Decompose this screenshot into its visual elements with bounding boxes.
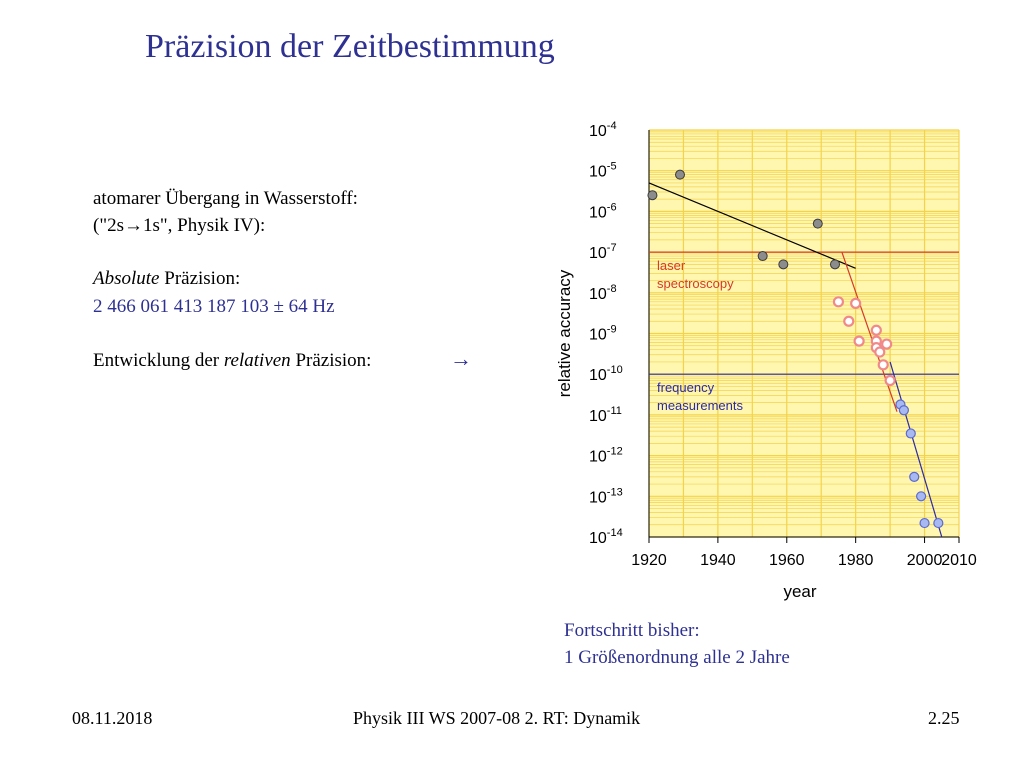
footer-date: 08.11.2018 xyxy=(72,708,153,728)
accuracy-chart: 1920 1940 1960 1980 2000201010-410-510-610-7… xyxy=(555,120,977,601)
x-tick-label: 1980 xyxy=(838,552,874,569)
data-point xyxy=(778,259,789,270)
data-point xyxy=(832,296,845,308)
y-tick-base: 10 xyxy=(589,408,607,425)
y-tick-label: 10-13 xyxy=(589,486,623,506)
y-tick-label: 10-12 xyxy=(589,446,623,466)
y-tick-base: 10 xyxy=(589,164,607,181)
data-point xyxy=(909,471,920,482)
x-tick-label: 1920 xyxy=(631,552,667,569)
data-point xyxy=(881,338,893,350)
text-absolute-precision: Absolute Präzision: xyxy=(93,268,240,290)
y-tick-exponent: -12 xyxy=(607,446,623,458)
data-point xyxy=(877,359,889,371)
y-tick-base: 10 xyxy=(589,204,607,221)
footer-page: 2.25 xyxy=(928,708,960,728)
data-point xyxy=(843,315,855,327)
progress-line-1: Fortschritt bisher: xyxy=(564,620,700,641)
laser-spectroscopy-label-1: laser xyxy=(657,258,686,273)
data-point xyxy=(933,517,944,529)
right-arrow-icon: → xyxy=(450,346,472,371)
laser-spectroscopy-label-2: spectroscopy xyxy=(657,276,734,291)
x-axis-label: year xyxy=(783,582,816,601)
y-tick-label: 10-5 xyxy=(589,161,617,181)
y-tick-label: 10-7 xyxy=(589,242,617,262)
data-point xyxy=(812,218,823,229)
y-tick-exponent: -9 xyxy=(607,324,617,336)
y-tick-base: 10 xyxy=(589,286,607,303)
y-tick-base: 10 xyxy=(589,367,607,384)
x-tick-label: 2010 xyxy=(941,552,977,569)
y-tick-base: 10 xyxy=(589,245,607,262)
y-tick-base: 10 xyxy=(589,123,607,140)
text-dev-italic: relativen xyxy=(223,350,291,371)
trend-line xyxy=(889,361,943,538)
y-tick-base: 10 xyxy=(589,327,607,344)
footer-course: Physik III WS 2007-08 2. RT: Dynamik xyxy=(353,708,641,728)
y-tick-exponent: -11 xyxy=(607,405,622,417)
y-tick-exponent: -14 xyxy=(607,527,623,539)
y-tick-label: 10-6 xyxy=(589,201,617,221)
data-point xyxy=(850,297,862,309)
progress-line-2: 1 Größenordnung alle 2 Jahre xyxy=(564,647,790,668)
precision-value: 2 466 061 413 187 103 ± 64 Hz xyxy=(93,296,335,317)
y-tick-base: 10 xyxy=(589,489,607,506)
data-point xyxy=(870,324,882,336)
y-tick-exponent: -6 xyxy=(607,201,617,213)
data-point xyxy=(853,335,865,347)
frequency-measurements-label-2: measurements xyxy=(657,398,743,413)
text-dev-pre: Entwicklung der xyxy=(93,350,224,371)
text-absolute-italic: Absolute xyxy=(93,268,160,289)
data-point xyxy=(874,346,886,358)
data-point xyxy=(675,169,685,180)
data-point xyxy=(647,190,658,201)
text-dev-post: Präzision: xyxy=(290,350,372,371)
y-tick-label: 10-10 xyxy=(589,364,623,384)
y-tick-base: 10 xyxy=(589,449,607,466)
text-line-transition: atomarer Übergang in Wasserstoff: xyxy=(93,188,358,209)
y-tick-exponent: -10 xyxy=(607,364,623,376)
data-point xyxy=(884,374,896,387)
text-relative-precision: Entwicklung der relativen Präzision: xyxy=(93,350,371,372)
slide-title: Präzision der Zeitbestimmung xyxy=(145,28,555,65)
data-point xyxy=(919,517,930,529)
y-tick-label: 10-9 xyxy=(589,324,617,344)
data-point xyxy=(830,259,840,270)
data-point xyxy=(916,491,927,502)
trend-line xyxy=(648,182,856,269)
y-tick-exponent: -13 xyxy=(607,486,623,498)
x-tick-label: 1960 xyxy=(769,552,805,569)
y-tick-label: 10-4 xyxy=(589,120,617,140)
x-tick-label: 1940 xyxy=(700,552,736,569)
data-point xyxy=(757,251,768,262)
y-tick-exponent: -7 xyxy=(607,242,617,254)
x-tick-label: 2000 xyxy=(907,552,943,569)
y-tick-label: 10-11 xyxy=(589,405,622,425)
text-line-physik-iv: ("2s→1s", Physik IV): xyxy=(93,215,266,236)
y-tick-base: 10 xyxy=(589,530,607,547)
y-tick-exponent: -4 xyxy=(607,120,617,132)
text-absolute-rest: Präzision: xyxy=(159,268,241,289)
y-tick-exponent: -5 xyxy=(607,161,617,173)
y-tick-label: 10-14 xyxy=(589,527,623,547)
y-axis-label: relative accuracy xyxy=(555,269,574,397)
frequency-measurements-label-1: frequency xyxy=(657,380,715,395)
y-tick-exponent: -8 xyxy=(607,283,617,295)
data-point xyxy=(898,405,909,416)
y-tick-label: 10-8 xyxy=(589,283,617,303)
data-point xyxy=(905,428,916,439)
